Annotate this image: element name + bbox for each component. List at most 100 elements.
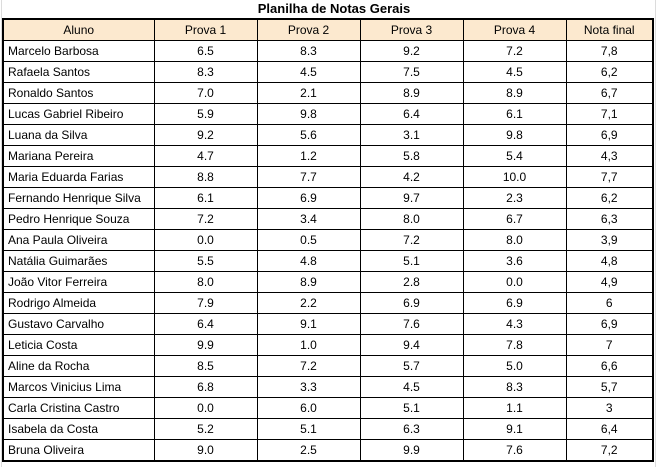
final-grade-cell[interactable]: 6,3 (565, 208, 654, 230)
grade-cell[interactable]: 7.9 (153, 292, 258, 314)
sheet-title[interactable]: Planilha de Notas Gerais (257, 1, 411, 16)
grade-cell[interactable]: 6.1 (153, 187, 258, 209)
grade-cell[interactable]: 5.5 (153, 250, 258, 272)
final-grade-cell[interactable]: 6 (565, 292, 654, 314)
grade-cell[interactable]: 8.8 (153, 166, 258, 188)
grade-cell[interactable]: 9.0 (153, 439, 258, 462)
grade-cell[interactable]: 7.2 (153, 208, 258, 230)
grade-cell[interactable]: 9.4 (359, 334, 464, 356)
grade-cell[interactable]: 5.7 (359, 355, 464, 377)
grade-cell[interactable]: 8.9 (256, 271, 361, 293)
column-header-nota-final[interactable]: Nota final (565, 18, 654, 41)
grade-cell[interactable]: 7.8 (462, 334, 567, 356)
grade-cell[interactable]: 4.8 (256, 250, 361, 272)
grade-cell[interactable]: 9.8 (256, 103, 361, 125)
grade-cell[interactable]: 2.3 (462, 187, 567, 209)
grade-cell[interactable]: 6.0 (256, 397, 361, 419)
grade-cell[interactable]: 3.6 (462, 250, 567, 272)
student-name-cell[interactable]: Marcos Vinicius Lima (2, 376, 155, 398)
grade-cell[interactable]: 4.5 (462, 61, 567, 83)
grade-cell[interactable]: 8.5 (153, 355, 258, 377)
final-grade-cell[interactable]: 6,7 (565, 82, 654, 104)
student-name-cell[interactable]: Luana da Silva (2, 124, 155, 146)
grade-cell[interactable]: 1.0 (256, 334, 361, 356)
grade-cell[interactable]: 9.2 (153, 124, 258, 146)
grade-cell[interactable]: 4.5 (359, 376, 464, 398)
final-grade-cell[interactable]: 7,8 (565, 40, 654, 62)
grade-cell[interactable]: 10.0 (462, 166, 567, 188)
grade-cell[interactable]: 0.5 (256, 229, 361, 251)
column-header-prova-2[interactable]: Prova 2 (256, 18, 361, 41)
student-name-cell[interactable]: Marcelo Barbosa (2, 40, 155, 62)
student-name-cell[interactable]: Natália Guimarães (2, 250, 155, 272)
final-grade-cell[interactable]: 4,9 (565, 271, 654, 293)
grade-cell[interactable]: 7.0 (153, 82, 258, 104)
column-header-prova-4[interactable]: Prova 4 (462, 18, 567, 41)
grade-cell[interactable]: 9.1 (256, 313, 361, 335)
grade-cell[interactable]: 6.4 (359, 103, 464, 125)
grade-cell[interactable]: 3.1 (359, 124, 464, 146)
student-name-cell[interactable]: Gustavo Carvalho (2, 313, 155, 335)
grade-cell[interactable]: 8.3 (256, 40, 361, 62)
final-grade-cell[interactable]: 5,7 (565, 376, 654, 398)
grade-cell[interactable]: 8.9 (462, 82, 567, 104)
grade-cell[interactable]: 6.9 (256, 187, 361, 209)
student-name-cell[interactable]: Fernando Henrique Silva (2, 187, 155, 209)
grade-cell[interactable]: 5.1 (359, 397, 464, 419)
grade-cell[interactable]: 7.2 (256, 355, 361, 377)
final-grade-cell[interactable]: 6,4 (565, 418, 654, 440)
grade-cell[interactable]: 1.2 (256, 145, 361, 167)
grade-cell[interactable]: 5.0 (462, 355, 567, 377)
grade-cell[interactable]: 1.1 (462, 397, 567, 419)
grade-cell[interactable]: 7.5 (359, 61, 464, 83)
student-name-cell[interactable]: Carla Cristina Castro (2, 397, 155, 419)
final-grade-cell[interactable]: 7,1 (565, 103, 654, 125)
student-name-cell[interactable]: Pedro Henrique Souza (2, 208, 155, 230)
final-grade-cell[interactable]: 6,6 (565, 355, 654, 377)
grade-cell[interactable]: 8.0 (359, 208, 464, 230)
student-name-cell[interactable]: Rafaela Santos (2, 61, 155, 83)
student-name-cell[interactable]: Rodrigo Almeida (2, 292, 155, 314)
final-grade-cell[interactable]: 3 (565, 397, 654, 419)
grade-cell[interactable]: 7.2 (462, 40, 567, 62)
grade-cell[interactable]: 9.8 (462, 124, 567, 146)
grade-cell[interactable]: 3.4 (256, 208, 361, 230)
grade-cell[interactable]: 6.9 (462, 292, 567, 314)
grade-cell[interactable]: 6.8 (153, 376, 258, 398)
grade-cell[interactable]: 5.1 (256, 418, 361, 440)
final-grade-cell[interactable]: 6,9 (565, 124, 654, 146)
grade-cell[interactable]: 0.0 (462, 271, 567, 293)
student-name-cell[interactable]: Ana Paula Oliveira (2, 229, 155, 251)
grade-cell[interactable]: 6.3 (359, 418, 464, 440)
grade-cell[interactable]: 8.3 (153, 61, 258, 83)
grade-cell[interactable]: 4.3 (462, 313, 567, 335)
grade-cell[interactable]: 6.9 (359, 292, 464, 314)
grade-cell[interactable]: 6.1 (462, 103, 567, 125)
student-name-cell[interactable]: Mariana Pereira (2, 145, 155, 167)
student-name-cell[interactable]: Isabela da Costa (2, 418, 155, 440)
grade-cell[interactable]: 2.8 (359, 271, 464, 293)
student-name-cell[interactable]: Aline da Rocha (2, 355, 155, 377)
grade-cell[interactable]: 4.5 (256, 61, 361, 83)
final-grade-cell[interactable]: 6,2 (565, 187, 654, 209)
grade-cell[interactable]: 8.0 (462, 229, 567, 251)
grade-cell[interactable]: 2.5 (256, 439, 361, 462)
grade-cell[interactable]: 3.3 (256, 376, 361, 398)
grade-cell[interactable]: 7.7 (256, 166, 361, 188)
grade-cell[interactable]: 0.0 (153, 397, 258, 419)
student-name-cell[interactable]: João Vitor Ferreira (2, 271, 155, 293)
final-grade-cell[interactable]: 4,3 (565, 145, 654, 167)
final-grade-cell[interactable]: 7,7 (565, 166, 654, 188)
grade-cell[interactable]: 6.7 (462, 208, 567, 230)
column-header-prova-1[interactable]: Prova 1 (153, 18, 258, 41)
grade-cell[interactable]: 6.4 (153, 313, 258, 335)
grade-cell[interactable]: 7.6 (462, 439, 567, 462)
final-grade-cell[interactable]: 7,2 (565, 439, 654, 462)
grade-cell[interactable]: 7.6 (359, 313, 464, 335)
grade-cell[interactable]: 7.2 (359, 229, 464, 251)
grade-cell[interactable]: 5.9 (153, 103, 258, 125)
grade-cell[interactable]: 4.7 (153, 145, 258, 167)
grade-cell[interactable]: 2.2 (256, 292, 361, 314)
grade-cell[interactable]: 5.6 (256, 124, 361, 146)
final-grade-cell[interactable]: 6,9 (565, 313, 654, 335)
